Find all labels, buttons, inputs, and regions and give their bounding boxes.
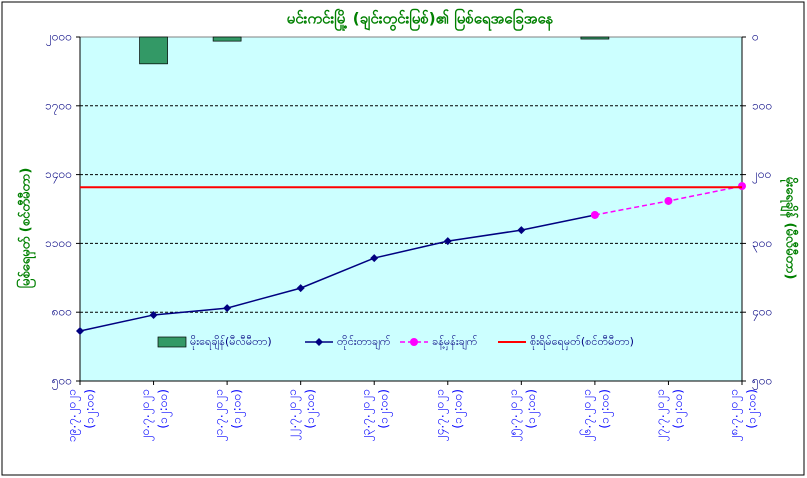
point [664,196,673,205]
x-tick-label: (၁၂:၀၀) [303,389,320,429]
x-tick-label: ၂၆.၇.၂၀၂၁ [578,389,596,441]
point [149,310,158,319]
point [223,304,232,313]
point [517,226,526,235]
y-tick-label: ၂၀၀၀ [46,30,72,47]
x-tick-label: (၁၂:၀၀) [745,389,762,429]
x-tick-label: ၂၅.၇.၂၀၂၁ [506,389,523,441]
rain-bar [212,36,242,42]
x-tick-label: ၂၇.၇.၂၀၂၁ [653,389,670,441]
legend-label: စိုးရိမ်ရေမှတ်(စင်တီမီတာ) [530,335,634,350]
point [296,284,305,293]
legend-swatch [157,336,187,348]
x-tick-label: (၁၂:၀၀) [450,389,467,429]
x-tick-label: ၂၃.၇.၂၀၂၁ [359,389,376,441]
rain-bar [580,36,610,40]
point [590,210,599,219]
point [443,237,452,246]
legend-marker [315,338,323,346]
legend-label: တိုင်းတာချက် [337,335,391,350]
y-tick-label: ၁၄၀၀ [45,167,72,184]
x-tick-label: (၁၂:၀၀) [597,389,614,429]
y2-tick-label: ၂၀၀ [752,167,771,184]
x-tick-label: ၂၁.၇.၂၀၂၁ [212,389,229,441]
y-tick-label: ၁၇၀၀ [45,98,72,115]
legend-marker [410,338,418,346]
x-tick-label: (၁၂:၀၀) [377,389,394,429]
point [76,327,84,336]
y2-tick-label: ၄၀၀ [752,305,772,322]
y2-axis-label: မိုးရေချိန် (မီလီမီတာ) [780,177,800,280]
point [738,182,746,191]
x-tick-label: (၁၂:၀၀) [524,389,541,429]
x-tick-label: ၂၄.၇.၂၀၂၁ [432,389,449,441]
x-tick-label: ၂၈.၇.၂၀၂၁ [727,389,744,441]
series-line [79,214,596,332]
y-tick-label: ၅၀၀ [52,374,72,391]
y2-tick-label: ၀ [752,30,759,44]
y2-tick-label: ၅၀၀ [752,374,772,391]
x-tick-label: (၁၂:၀၀) [671,389,688,429]
y-axis-label: မြစ်ရေမှတ် (စင်တီမီတာ) [16,168,37,289]
x-tick-label: (၁၂:၀၀) [83,389,100,429]
x-tick-label: (၁၂:၀၀) [156,389,173,429]
x-tick-label: ၂၀.၇.၂၀၂၁ [138,389,155,441]
y-tick-label: ၈၀၀ [52,305,72,319]
legend-label: ခန့်မှန်းချက် [432,335,478,350]
y2-tick-label: ၃၀၀ [752,236,772,253]
point [370,254,379,263]
y2-tick-label: ၁၀၀ [752,98,772,112]
x-tick-label: (၁၂:၀၀) [230,389,247,429]
x-tick-label: ၁၉.၇.၂၀၂၁ [65,389,82,442]
plot-area [79,36,743,382]
x-tick-label: ၂၂.၇.၂၀၂၁ [285,389,302,440]
rain-bar [139,36,168,65]
legend-label: မိုးရေချိန်(မီလီမီတာ) [190,335,272,350]
y-tick-label: ၁၁၀၀ [45,236,72,250]
